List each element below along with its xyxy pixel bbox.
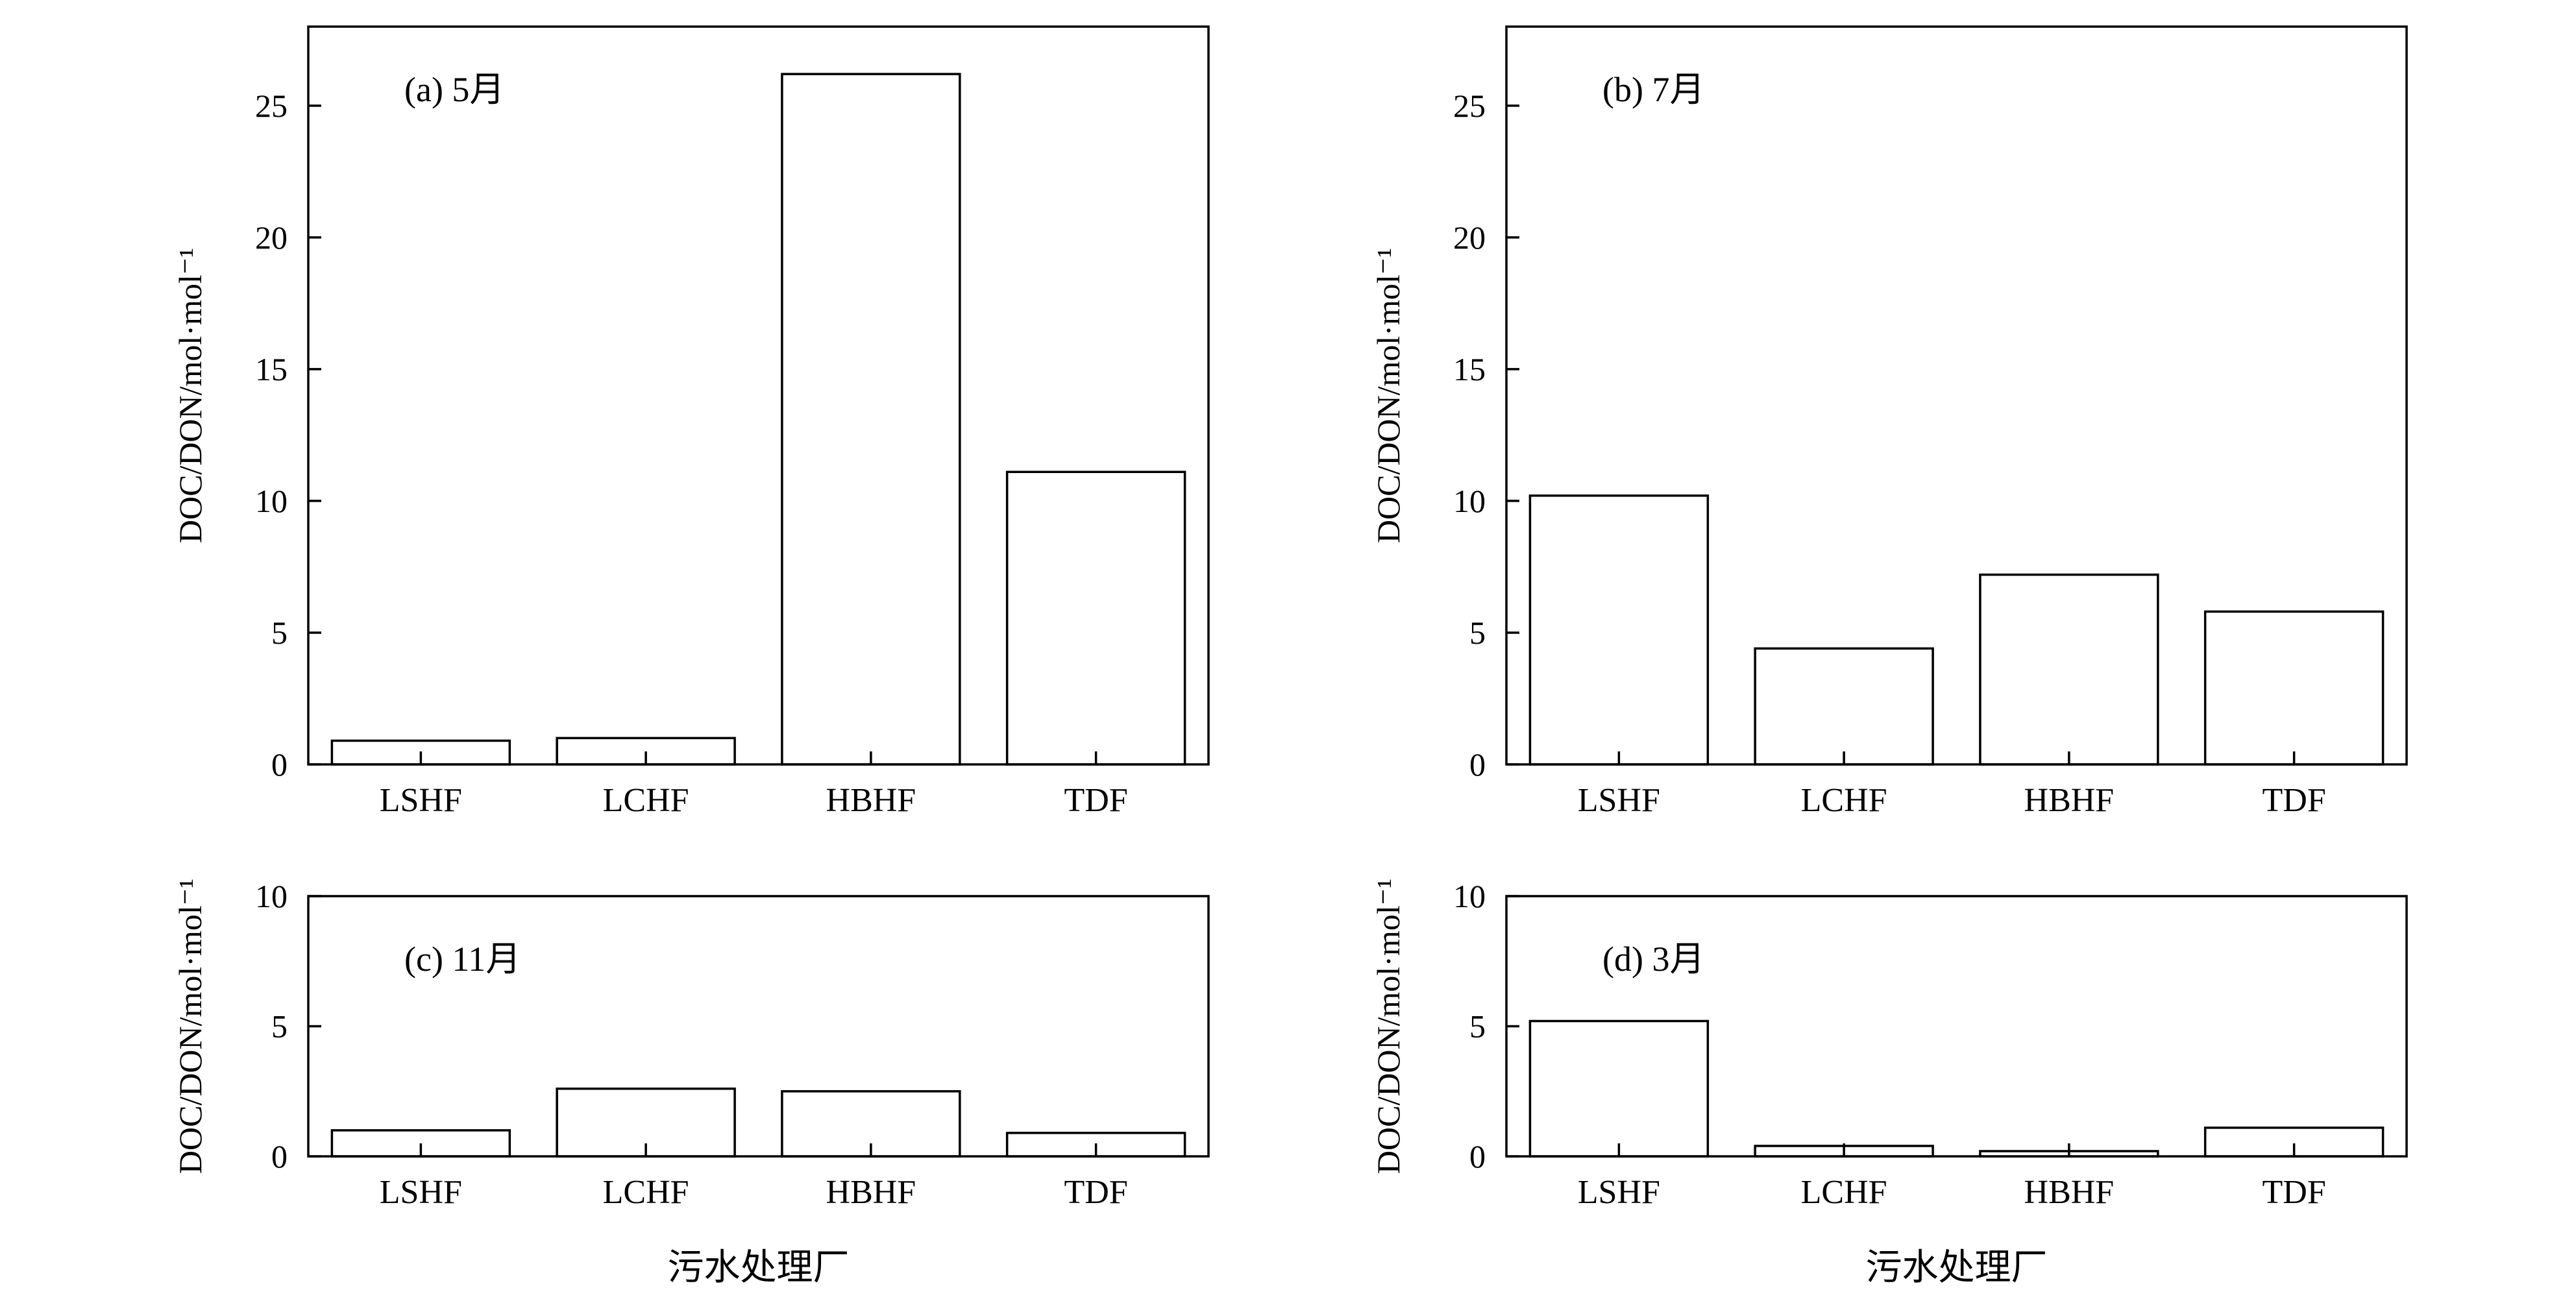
y-axis-label: DOC/DON/mol·mol⁻¹ [172,248,208,543]
x-tick-label: LSHF [1578,782,1660,819]
x-axis-label: 污水处理厂 [1866,1248,2048,1288]
x-tick-label: LSHF [380,1174,462,1211]
x-tick-label: LCHF [603,1174,689,1211]
x-tick-label: TDF [2263,1174,2326,1211]
panel-label: (a) 5月 [404,70,504,109]
x-axis-label: 污水处理厂 [668,1248,850,1288]
panel-label: (b) 7月 [1602,70,1704,109]
bar-tdf [2203,610,2385,766]
y-tick-label: 20 [255,219,288,256]
x-tick-label: TDF [1064,1174,1128,1211]
panel-label: (c) 11月 [404,940,521,979]
y-axis-label: DOC/DON/mol·mol⁻¹ [1370,879,1406,1174]
y-axis-label: DOC/DON/mol·mol⁻¹ [1370,248,1406,543]
y-tick-label: 5 [271,1008,288,1045]
y-tick-label: 25 [1453,88,1486,124]
chart-panel-1: LSHF LCHF HBHF TDF 0 5 10 15 20 25 (b) 7月 DOC/DON/m… [1370,25,2408,819]
y-tick-label: 5 [1469,1008,1486,1045]
bar-hbhf [1979,573,2159,766]
bar-hbhf [781,73,961,766]
y-tick-label: 10 [1453,878,1486,914]
plot-frame [1505,25,2408,766]
y-tick-label: 10 [1453,483,1486,519]
y-tick-label: 0 [271,1138,288,1175]
plot-frame [307,895,1210,1158]
bar-lshf [1528,1019,1710,1158]
chart-panel-3: LSHF LCHF HBHF TDF 0 5 10 (d) 3月 DOC/DON/mol·mol… [1370,878,2408,1288]
chart-panel-2: LSHF LCHF HBHF TDF 0 5 10 (c) 11月 DOC/DON/mol·mo… [172,878,1210,1288]
y-tick-label: 5 [1469,615,1486,651]
y-tick-label: 5 [271,615,288,651]
x-tick-label: LCHF [1801,1174,1887,1211]
y-tick-label: 0 [1469,746,1486,783]
bar-tdf [1005,470,1186,766]
y-tick-label: 10 [255,878,288,914]
x-tick-label: HBHF [826,1174,916,1211]
x-tick-label: LCHF [603,782,689,819]
x-tick-label: LCHF [1801,782,1887,819]
bar-lshf [1528,494,1710,766]
y-tick-label: 0 [271,746,288,783]
y-tick-label: 0 [1469,1138,1486,1175]
y-tick-label: 25 [255,88,288,124]
y-tick-label: 10 [255,483,288,519]
x-tick-label: LSHF [380,782,462,819]
y-tick-label: 15 [255,351,288,387]
x-tick-label: LSHF [1578,1174,1660,1211]
y-axis-label: DOC/DON/mol·mol⁻¹ [172,879,208,1174]
x-tick-label: HBHF [2024,1174,2115,1211]
chart-panel-0: LSHF LCHF HBHF TDF 0 5 10 15 20 25 (a) 5月 DOC/DON/m… [172,25,1210,819]
x-tick-label: TDF [1064,782,1128,819]
x-tick-label: TDF [2263,782,2326,819]
plot-frame [307,25,1210,766]
x-tick-label: HBHF [2024,782,2115,819]
x-tick-label: HBHF [826,782,916,819]
bar-lchf [1754,647,1934,766]
panel-label: (d) 3月 [1602,940,1704,979]
y-tick-label: 20 [1453,219,1486,256]
y-tick-label: 15 [1453,351,1486,387]
